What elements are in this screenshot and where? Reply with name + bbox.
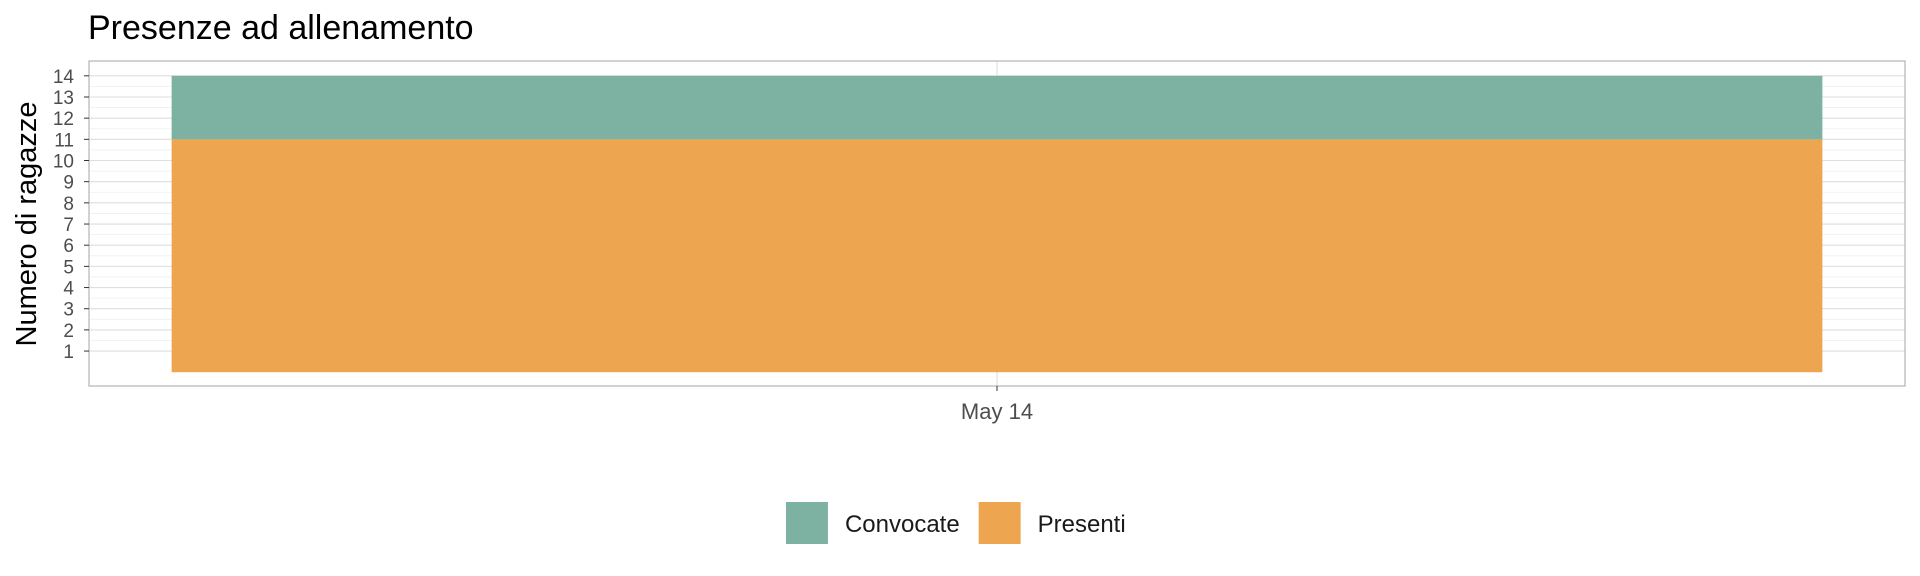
y-axis-label: Numero di ragazze [11,102,43,347]
y-tick-label: 7 [63,215,74,236]
bar-convocate [171,75,1823,140]
plot-panel [88,60,1906,387]
y-tick-label: 6 [63,236,74,257]
bar-presenti [171,139,1823,373]
y-tick-label: 14 [53,67,75,88]
legend-label-presenti: Presenti [1038,511,1126,538]
x-axis-ticks: May 14 [961,386,1033,424]
bars [171,75,1823,373]
y-tick-label: 2 [63,321,74,342]
y-tick-label: 10 [53,152,74,173]
y-tick-label: 12 [53,109,74,130]
y-tick-label: 3 [63,300,74,321]
y-tick-label: 8 [63,194,74,215]
legend-key-presenti [978,502,1021,544]
chart-title: Presenze ad allenamento [88,9,474,47]
legend-key-convocate [785,502,828,544]
y-tick-label: 13 [53,88,74,109]
y-tick-label: 1 [63,342,74,363]
y-tick-label: 5 [63,257,74,278]
y-tick-label: 11 [54,130,74,151]
y-tick-label: 9 [63,173,74,194]
legend: Convocate Presenti [785,502,1126,544]
x-tick-label: May 14 [961,399,1033,424]
legend-label-convocate: Convocate [845,511,960,538]
y-tick-label: 4 [63,279,74,300]
